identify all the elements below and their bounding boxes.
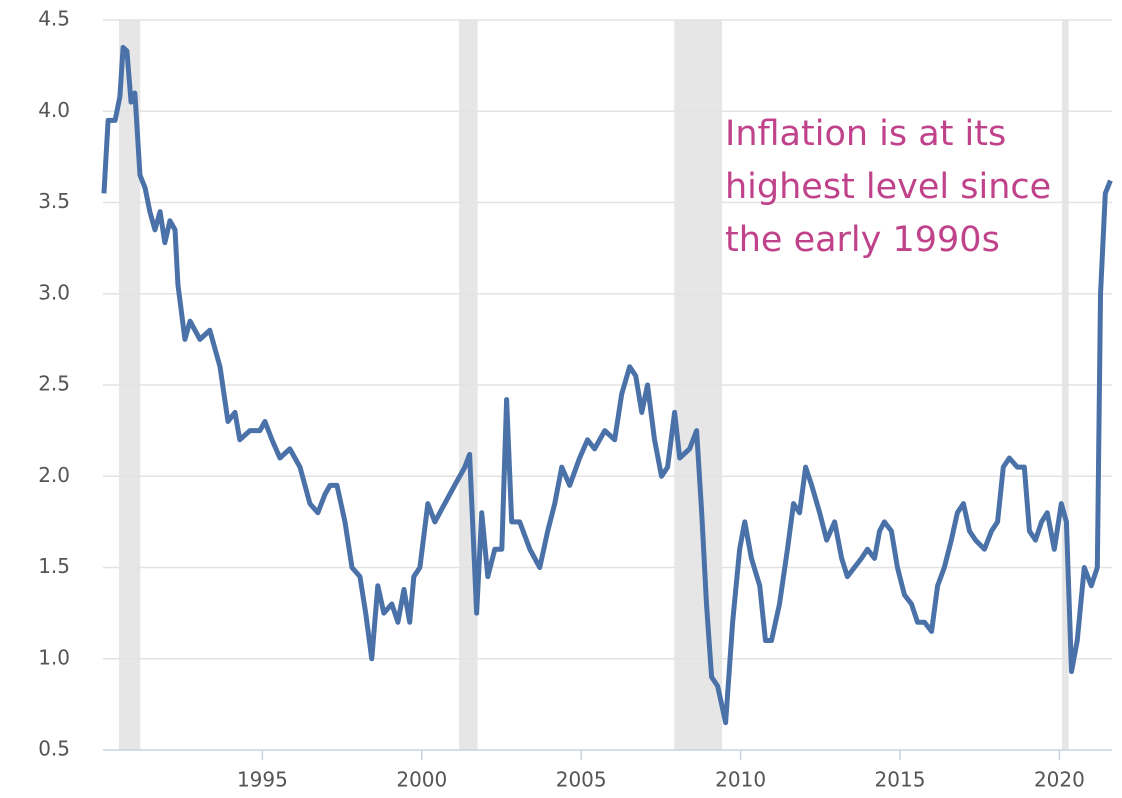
y-tick-label: 2.5 — [38, 372, 70, 396]
y-tick-label: 3.5 — [38, 189, 70, 213]
annotation: the early 1990s — [725, 220, 1000, 260]
annotation: highest level since — [725, 167, 1051, 207]
y-tick-label: 1.5 — [38, 554, 70, 578]
y-tick-label: 3.0 — [38, 280, 70, 304]
y-tick-label: 4.0 — [38, 98, 70, 122]
annotation: Inflation is at its — [725, 114, 1006, 154]
y-tick-label: 2.0 — [38, 463, 70, 487]
x-tick-label: 2010 — [715, 768, 766, 792]
x-tick-label: 2020 — [1034, 768, 1085, 792]
x-tick-label: 2005 — [556, 768, 607, 792]
y-tick-label: 0.5 — [38, 737, 70, 761]
y-tick-label: 4.5 — [38, 7, 70, 31]
inflation-line — [101, 44, 1113, 726]
x-tick-label: 2000 — [396, 768, 447, 792]
x-tick-label: 2015 — [875, 768, 926, 792]
y-tick-label: 1.0 — [38, 645, 70, 669]
x-tick-label: 1995 — [237, 768, 288, 792]
